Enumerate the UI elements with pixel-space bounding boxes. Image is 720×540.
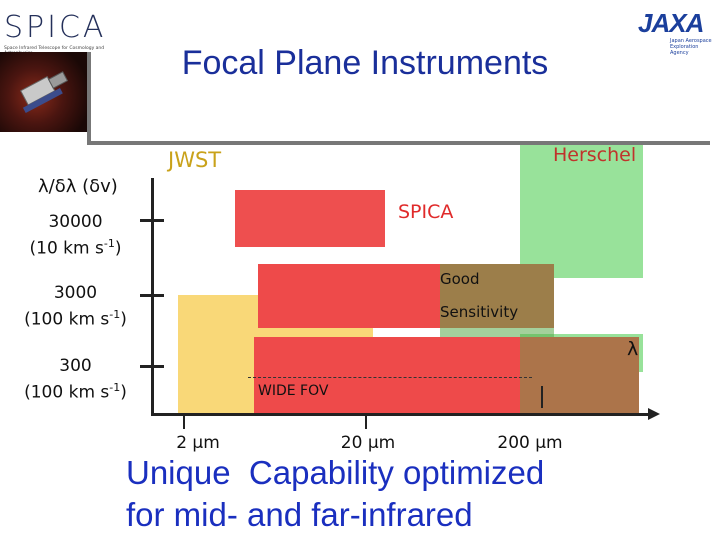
sensitivity-herschel-overlap [440,264,554,348]
satellite-image [0,52,88,132]
y-tick-mark [140,294,164,297]
y-tick-unit: (100 km s-1) [24,308,127,330]
y-tick-label: 300 (100 km s-1) [8,356,143,404]
x-tick-label: 2 µm [176,433,220,453]
spica-logo: SPICA Space Infrared Telescope for Cosmo… [0,8,135,58]
y-tick-unit: (10 km s-1) [29,237,122,259]
jwst-spica-overlap [258,295,373,328]
jaxa-logo-word: JAXA [638,8,704,38]
x-tick-label: 200 µm [497,433,563,453]
wide-fov-label: WIDE FOV [258,383,329,399]
jwst-label: JWST [168,148,222,172]
jaxa-logo: JAXA Japan Aerospace Exploration Agency [628,8,716,56]
herschel-label: Herschel [553,144,637,166]
x-tick-mark [365,413,367,429]
y-tick-value: 30000 [48,212,103,232]
spica-high-resolution-region [235,190,385,247]
range-end-marker [541,386,543,408]
y-tick-label: 30000 (10 km s-1) [8,212,143,260]
y-tick-value: 3000 [53,283,98,303]
page-title: Focal Plane Instruments [181,44,549,82]
y-tick-value: 300 [59,356,92,376]
x-axis [151,413,651,416]
bottom-caption: Unique Capability optimized for mid- and… [126,452,544,536]
x-tick-label: 20 µm [340,433,396,453]
sensitivity-label: Sensitivity [440,303,519,321]
x-tick-mark [183,413,185,429]
y-tick-label: 3000 (100 km s-1) [8,283,143,331]
wide-fov-herschel-overlap [520,337,639,415]
header-divider-vertical [87,52,91,145]
good-label: Good [440,270,480,288]
dashed-guide-line [248,377,532,378]
y-tick-mark [140,219,164,222]
caption-line-1: Unique Capability optimized [126,454,545,491]
y-axis-label: λ/δλ (δv) [38,176,118,197]
caption-line-2: for mid- and far-infrared [126,496,473,533]
y-tick-unit: (100 km s-1) [24,381,127,403]
x-axis-label: λ [627,338,639,360]
herschel-region [520,145,643,278]
jaxa-logo-subtitle: Japan Aerospace Exploration Agency [670,38,712,56]
satellite-icon [20,71,69,114]
header-divider-horizontal [87,141,710,145]
x-axis-arrowhead [648,408,660,420]
y-tick-mark [140,365,164,368]
spica-label: SPICA [398,201,454,223]
spica-logo-word: SPICA [4,10,107,45]
wide-fov-region [254,337,639,415]
